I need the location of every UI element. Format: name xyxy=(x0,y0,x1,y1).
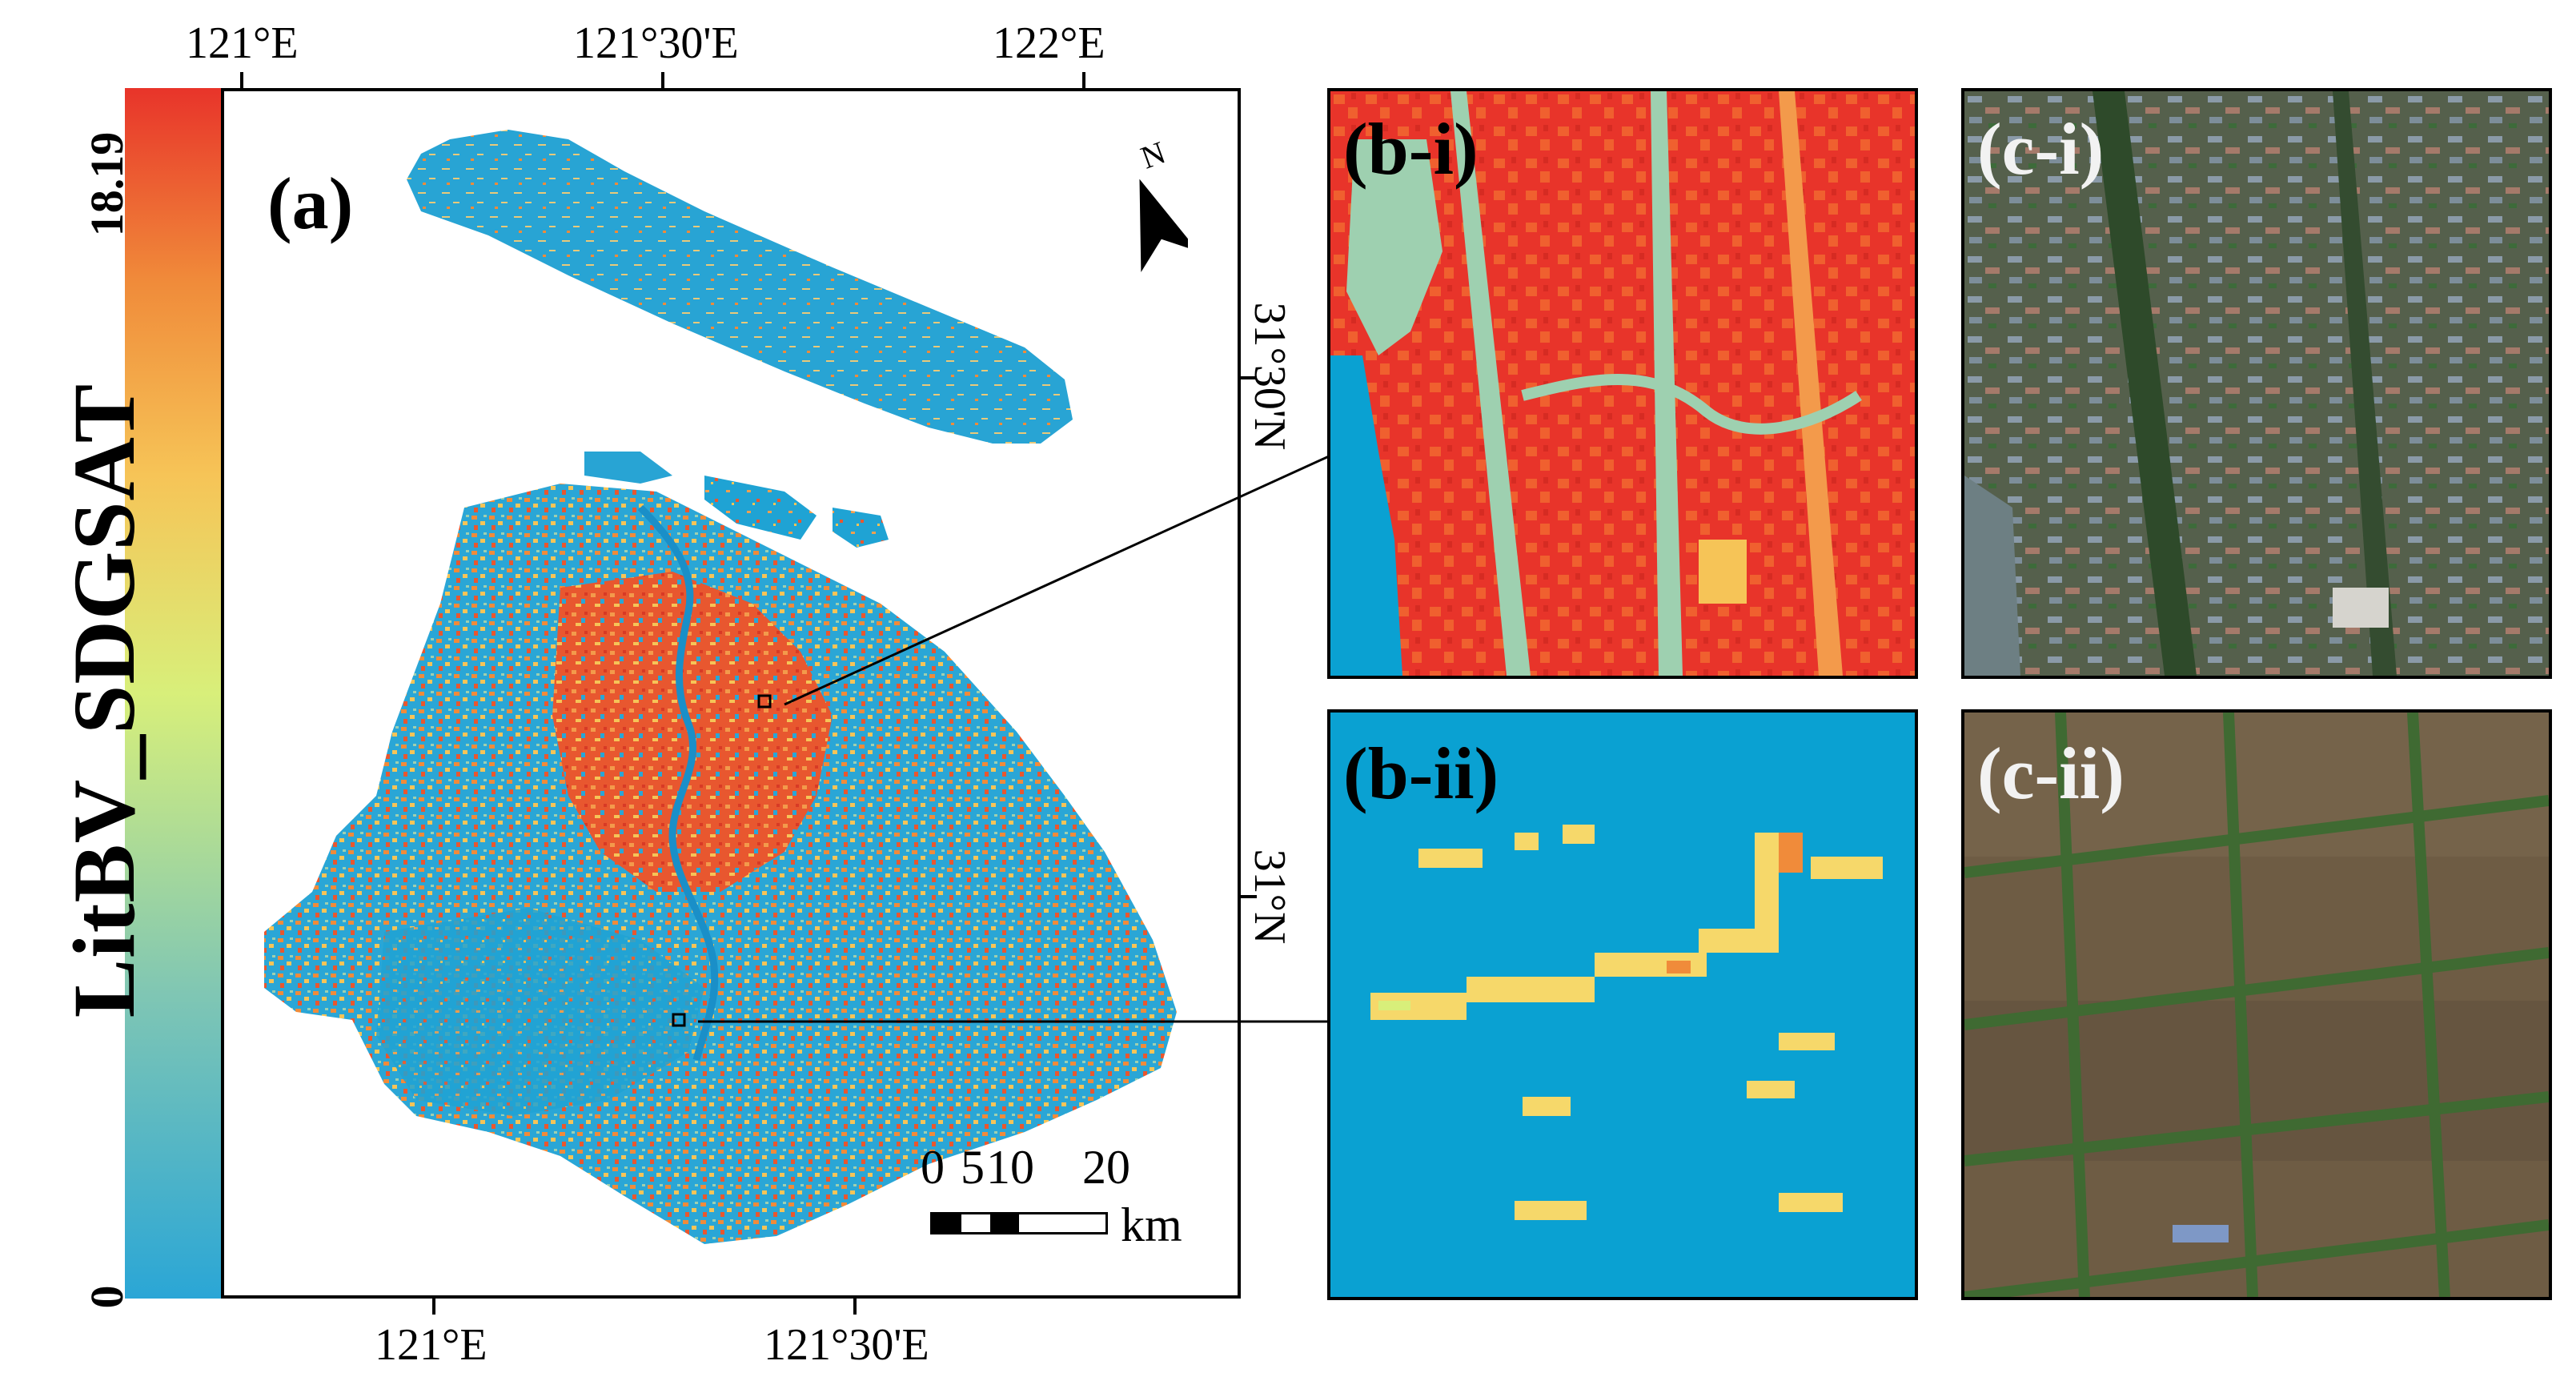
main-map-frame xyxy=(221,88,1241,1299)
colorbar xyxy=(125,88,221,1299)
huangpu-river xyxy=(637,504,719,1062)
scale-number-20: 20 xyxy=(1082,1141,1130,1194)
scale-bar xyxy=(930,1212,1108,1234)
small-island-3 xyxy=(833,508,889,548)
lon-top-122: 122°E xyxy=(993,18,1105,68)
panel-c-ii xyxy=(1961,709,2552,1300)
north-arrow-icon: N xyxy=(1124,134,1188,280)
southern-rural xyxy=(376,908,704,1116)
lon-bottom-121-30: 121°30'E xyxy=(764,1320,929,1370)
lon-top-121: 121°E xyxy=(186,18,299,68)
panel-label-c-ii: (c-ii) xyxy=(1977,733,2125,814)
shanghai-litbv-map xyxy=(264,130,1177,1244)
panel-c-i xyxy=(1961,88,2552,679)
panel-b-i xyxy=(1327,88,1918,679)
scale-unit: km xyxy=(1121,1198,1182,1251)
panel-label-b-i: (b-i) xyxy=(1343,108,1479,190)
scale-number-0: 0 xyxy=(921,1141,945,1194)
panel-label-c-i: (c-i) xyxy=(1977,108,2105,190)
sample-box-urban xyxy=(757,694,772,709)
panel-b-ii xyxy=(1327,709,1918,1300)
scale-number-10: 10 xyxy=(986,1141,1034,1194)
sample-box-rural xyxy=(672,1013,686,1027)
panel-label-b-ii: (b-ii) xyxy=(1343,733,1499,814)
small-island-1 xyxy=(584,452,672,484)
scale-number-5: 5 xyxy=(961,1141,985,1194)
panel-label-a: (a) xyxy=(267,163,354,244)
lon-top-121-30: 121°30'E xyxy=(573,18,739,68)
lon-bottom-121: 121°E xyxy=(375,1320,488,1370)
small-island-2 xyxy=(704,476,817,540)
chongming-island xyxy=(407,130,1073,444)
